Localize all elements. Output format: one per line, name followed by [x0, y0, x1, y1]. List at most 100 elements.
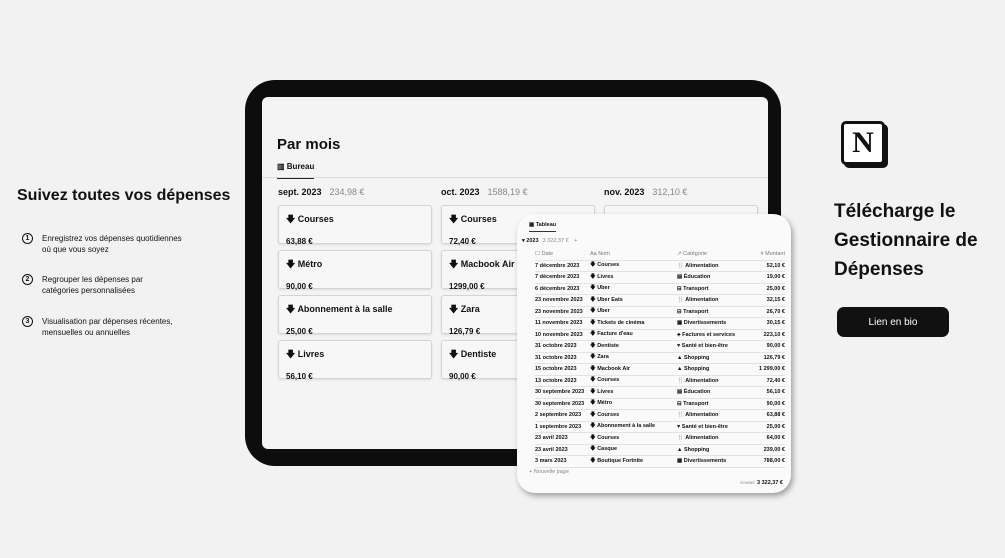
table-row[interactable]: 23 novembre 2023 🡇 Uber ⊟ Transport 26,70 € [535, 307, 785, 318]
cell-category: 🍴 Alimentation [677, 412, 719, 419]
cell-category: ♥ Santé et bien-être [677, 423, 728, 430]
table-row[interactable]: 1 septembre 2023 🡇 Abonnement à la salle ♥… [535, 422, 785, 433]
cell-amount: 126,79 € [763, 354, 785, 361]
cell-category: ⊟ Transport [677, 308, 709, 315]
cell-category: 🍴 Alimentation [677, 435, 719, 442]
cell-name: 🡇 Boutique Fortnite [590, 457, 644, 464]
card-amount: 25,00 € [286, 327, 313, 336]
card-name: Courses [460, 214, 497, 224]
cell-category: ▲ Shopping [677, 354, 710, 361]
page-title: Par mois [277, 136, 341, 153]
cell-amount: 64,00 € [766, 435, 785, 442]
step-number-icon: 1 [22, 233, 33, 244]
cell-category: ⊟ Transport [677, 400, 709, 407]
expense-card[interactable]: 🡇 Abonnement à la salle 25,00 € [278, 295, 432, 336]
table-row[interactable]: 10 novembre 2023 🡇 Facture d'eau ♣ Facture… [535, 330, 785, 341]
column-header: sept. 2023 234,98 € [278, 187, 432, 205]
cell-date: 11 novembre 2023 [535, 320, 583, 327]
table-row[interactable]: 30 septembre 2023 🡇 Métro ⊟ Transport 90,00… [535, 399, 785, 410]
category-text: Alimentation [685, 262, 719, 269]
column-header[interactable]: ↗ Catégorie [677, 251, 707, 258]
group-header[interactable]: ▾ 2023 3 322,37 € + [522, 238, 578, 244]
expense-card[interactable]: 🡇 Courses 63,88 € [278, 205, 432, 246]
cell-date: 23 avril 2023 [535, 446, 568, 453]
cell-name: 🡇 Métro [590, 400, 613, 407]
cell-name: 🡇 Facture d'eau [590, 331, 633, 338]
table-row[interactable]: 7 décembre 2023 🡇 Courses 🍴 Alimentation 52… [535, 261, 785, 272]
cell-category: ▦ Divertissements [677, 320, 727, 327]
category-text: Transport [683, 285, 709, 292]
card-name: Abonnement à la salle [297, 304, 393, 314]
table-row[interactable]: 23 novembre 2023 🡇 Uber Eats 🍴 Alimentatio… [535, 295, 785, 307]
cell-category: 🍴 Alimentation [677, 297, 719, 304]
table-row[interactable]: 31 octobre 2023 🡇 Zara ▲ Shopping 126,79 € [535, 353, 785, 364]
card-amount: 90,00 € [286, 282, 313, 291]
arrow-down-icon: 🡇 [449, 259, 459, 269]
cell-amount: 32,15 € [766, 297, 785, 304]
new-page-button[interactable]: + Nouvelle page [529, 469, 569, 475]
tab-label: Tableau [535, 222, 557, 228]
category-text: Transport [683, 308, 709, 315]
cell-date: 7 décembre 2023 [535, 262, 580, 269]
cell-amount: 25,00 € [766, 423, 785, 430]
column-header: nov. 2023 312,10 € [604, 187, 758, 205]
cell-category: ▲ Shopping [677, 446, 710, 453]
card-amount: 90,00 € [449, 372, 476, 381]
cell-amount: 90,00 € [766, 343, 785, 350]
tab-tableau[interactable]: ▦ Tableau [529, 222, 557, 232]
category-text: Transport [683, 400, 709, 407]
feature-text: Visualisation par dépenses récentes, men… [42, 317, 173, 337]
column-total: 312,10 € [652, 187, 688, 197]
table-row[interactable]: 2 septembre 2023 🡇 Courses 🍴 Alimentation 6… [535, 410, 785, 422]
header-label: Catégorie [683, 251, 707, 258]
table-row[interactable]: 3 mars 2023 🡇 Boutique Fortnite ▦ Divertis… [535, 456, 785, 468]
table-row[interactable]: 13 octobre 2023 🡇 Courses 🍴 Alimentation 72… [535, 376, 785, 387]
link-in-bio-button[interactable]: Lien en bio [837, 307, 949, 337]
expense-card[interactable]: 🡇 Livres 56,10 € [278, 340, 432, 381]
expense-card[interactable]: 🡇 Métro 90,00 € [278, 250, 432, 291]
table-row[interactable]: 6 décembre 2023 🡇 Uber ⊟ Transport 25,00 € [535, 284, 785, 295]
step-number-icon: 3 [22, 316, 33, 327]
tab-bureau[interactable]: ▥ Bureau [277, 162, 315, 179]
name-text: Boutique Fortnite [597, 457, 644, 464]
name-text: Livres [597, 388, 614, 395]
cell-category: ♣ Factures et services [677, 331, 736, 338]
column-total: 1588,19 € [487, 187, 528, 197]
cell-date: 6 décembre 2023 [535, 285, 580, 292]
cell-date: 23 avril 2023 [535, 435, 568, 442]
table-row[interactable]: 23 avril 2023 🡇 Courses 🍴 Alimentation 64,0… [535, 433, 785, 445]
category-text: Santé et bien-être [681, 343, 728, 350]
column-header[interactable]: Aa Nom [590, 251, 610, 258]
sum-label: SOMME [739, 480, 755, 485]
table-row[interactable]: 31 octobre 2023 🡇 Dentiste ♥ Santé et bien… [535, 341, 785, 353]
category-text: Éducation [683, 274, 711, 281]
name-text: Métro [597, 400, 613, 407]
cell-name: 🡇 Macbook Air [590, 365, 630, 372]
cell-name: 🡇 Livres [590, 273, 614, 280]
cell-name: 🡇 Courses [590, 411, 620, 418]
table-row[interactable]: 7 décembre 2023 🡇 Livres ▤ Éducation 19,00 … [535, 272, 785, 284]
arrow-down-icon: 🡇 [286, 304, 296, 314]
name-text: Casque [597, 446, 618, 453]
column-header[interactable]: # Montant [760, 251, 785, 258]
category-text: Factures et services [682, 331, 736, 338]
table-row[interactable]: 23 avril 2023 🡇 Casque ▲ Shopping 239,00 € [535, 445, 785, 456]
column-header[interactable]: ☐ Date [535, 251, 554, 258]
cell-category: 🍴 Alimentation [677, 377, 719, 384]
header-label: Montant [765, 251, 785, 258]
cell-name: 🡇 Zara [590, 354, 609, 361]
table-row[interactable]: 11 novembre 2023 🡇 Tickets de cinéma ▦ Div… [535, 318, 785, 330]
table-row[interactable]: 30 septembre 2023 🡇 Livres ▤ Éducation 56,1… [535, 387, 785, 399]
column-month: oct. 2023 [441, 187, 480, 197]
cell-date: 31 octobre 2023 [535, 354, 577, 361]
cta-text: Télécharge le Gestionnaire de Dépenses [834, 197, 978, 284]
cell-category: ▤ Éducation [677, 389, 711, 396]
cell-name: 🡇 Tickets de cinéma [590, 319, 645, 326]
cell-name: 🡇 Dentiste [590, 342, 619, 349]
cell-category: ▦ Divertissements [677, 458, 727, 465]
cell-name: 🡇 Courses [590, 377, 620, 384]
cell-name: 🡇 Livres [590, 388, 614, 395]
header-label: Date [541, 251, 554, 258]
category-text: Alimentation [685, 412, 719, 419]
table-row[interactable]: 15 octobre 2023 🡇 Macbook Air ▲ Shopping 1 … [535, 364, 785, 376]
